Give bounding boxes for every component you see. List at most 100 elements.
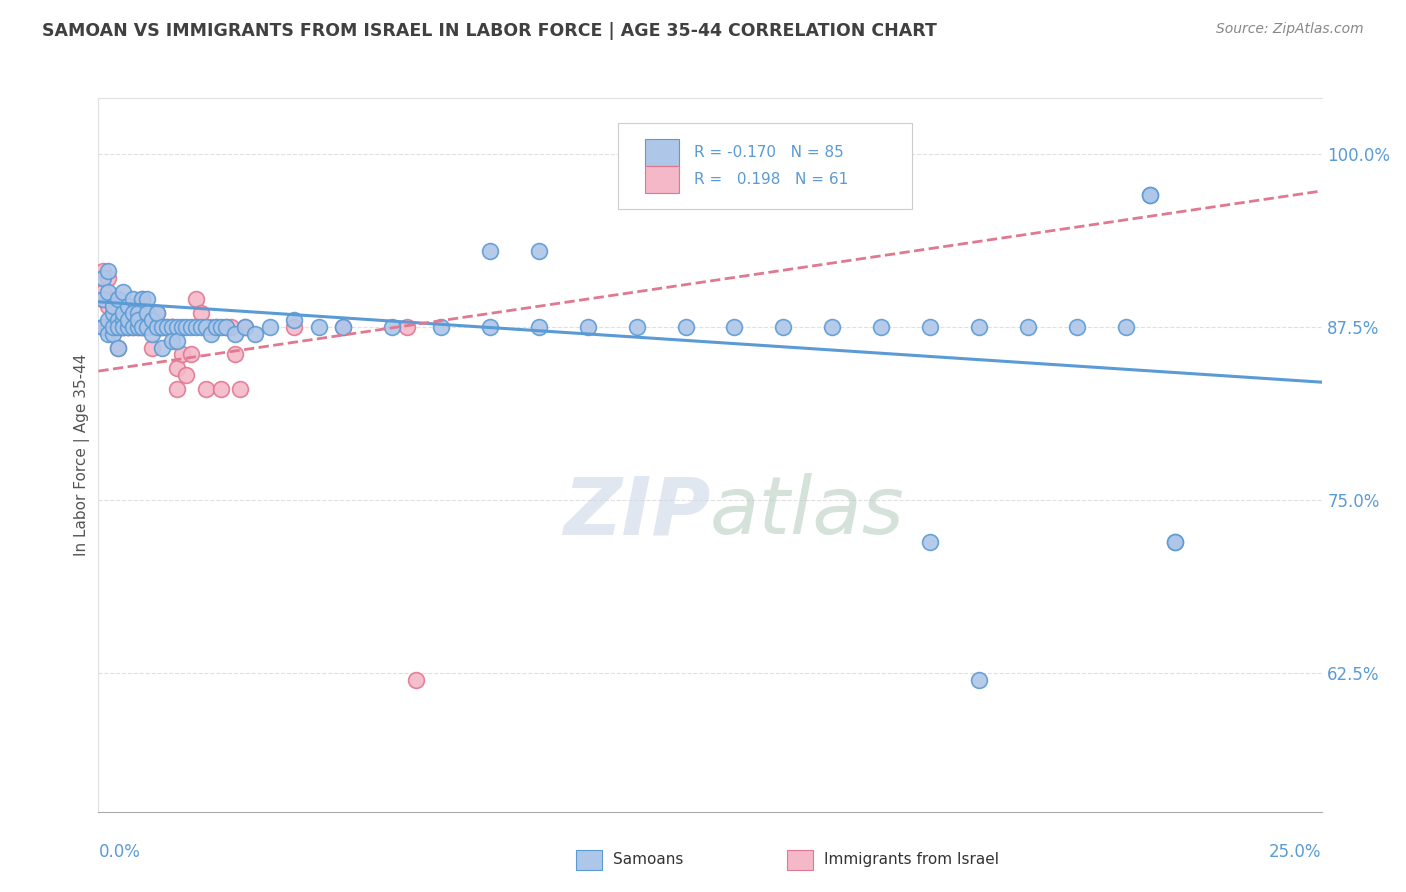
Point: [233, 319, 256, 334]
Point: [308, 319, 330, 334]
Point: [97, 319, 120, 334]
Point: [101, 319, 124, 334]
Point: [626, 319, 648, 334]
Point: [111, 319, 134, 334]
Y-axis label: In Labor Force | Age 35-44: In Labor Force | Age 35-44: [75, 354, 90, 556]
Point: [91, 271, 114, 285]
Point: [332, 319, 354, 334]
Point: [127, 306, 149, 320]
Point: [576, 319, 599, 334]
Point: [121, 319, 143, 334]
Point: [121, 292, 143, 306]
Point: [97, 313, 120, 327]
Point: [146, 306, 169, 320]
Text: Immigrants from Israel: Immigrants from Israel: [824, 853, 998, 867]
Point: [283, 313, 305, 327]
Point: [176, 368, 198, 383]
Point: [91, 292, 114, 306]
Point: [150, 319, 173, 334]
Point: [195, 382, 218, 396]
FancyBboxPatch shape: [619, 123, 912, 209]
Point: [405, 673, 427, 687]
Point: [97, 271, 120, 285]
Point: [1139, 188, 1161, 202]
Point: [91, 292, 114, 306]
Point: [107, 306, 129, 320]
Point: [136, 319, 159, 334]
Point: [870, 319, 893, 334]
Text: 25.0%: 25.0%: [1270, 843, 1322, 861]
Point: [1115, 319, 1137, 334]
Point: [967, 673, 990, 687]
Point: [111, 299, 134, 313]
Point: [91, 264, 114, 278]
Point: [111, 319, 134, 334]
Point: [209, 382, 232, 396]
Point: [121, 299, 143, 313]
Point: [180, 347, 202, 361]
Point: [97, 299, 120, 313]
Text: atlas: atlas: [710, 473, 905, 551]
Point: [117, 313, 139, 327]
Bar: [645, 166, 679, 193]
Point: [1164, 534, 1187, 549]
Point: [101, 299, 124, 313]
Point: [219, 319, 242, 334]
Point: [166, 334, 188, 348]
Point: [127, 313, 149, 327]
Point: [195, 319, 218, 334]
Point: [150, 319, 173, 334]
Point: [170, 347, 193, 361]
Point: [150, 319, 173, 334]
Point: [160, 319, 183, 334]
Point: [101, 319, 124, 334]
Point: [101, 292, 124, 306]
Point: [200, 319, 222, 334]
Point: [117, 319, 139, 334]
Point: [150, 341, 173, 355]
Point: [166, 382, 188, 396]
Point: [131, 319, 153, 334]
Point: [101, 306, 124, 320]
Point: [259, 319, 281, 334]
Point: [141, 326, 163, 341]
Point: [107, 292, 129, 306]
Point: [127, 319, 149, 334]
Point: [141, 313, 163, 327]
Point: [1139, 188, 1161, 202]
Point: [107, 319, 129, 334]
Point: [205, 319, 228, 334]
Point: [136, 306, 159, 320]
Point: [243, 326, 266, 341]
Point: [156, 319, 179, 334]
Point: [121, 319, 143, 334]
Point: [214, 319, 236, 334]
Text: Samoans: Samoans: [613, 853, 683, 867]
Point: [117, 299, 139, 313]
Point: [723, 319, 745, 334]
Point: [283, 319, 305, 334]
Point: [180, 319, 202, 334]
Point: [160, 319, 183, 334]
Point: [97, 285, 120, 299]
Point: [107, 341, 129, 355]
Point: [107, 313, 129, 327]
Point: [131, 292, 153, 306]
Bar: [645, 139, 679, 166]
Point: [97, 264, 120, 278]
Point: [170, 319, 193, 334]
Point: [186, 319, 208, 334]
Point: [131, 292, 153, 306]
Point: [229, 382, 252, 396]
Point: [160, 319, 183, 334]
Point: [395, 319, 418, 334]
Point: [209, 319, 232, 334]
Point: [107, 341, 129, 355]
Point: [107, 319, 129, 334]
Point: [91, 319, 114, 334]
Point: [117, 313, 139, 327]
Point: [332, 319, 354, 334]
Point: [156, 319, 179, 334]
Point: [101, 319, 124, 334]
Point: [527, 244, 550, 258]
